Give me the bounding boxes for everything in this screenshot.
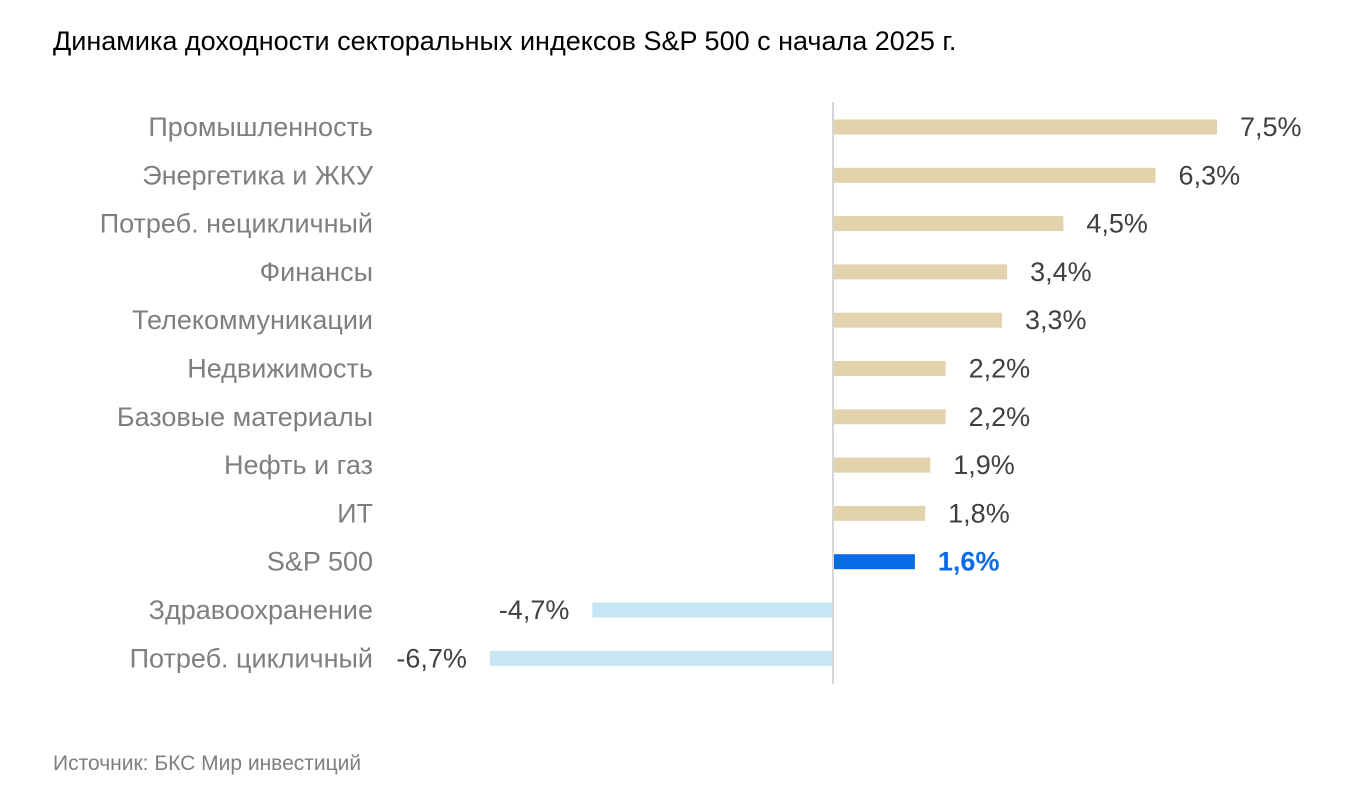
category-label: Потреб. цикличный bbox=[130, 643, 373, 673]
source-note: Источник: БКС Мир инвестиций bbox=[53, 752, 362, 775]
value-label: -4,7% bbox=[499, 595, 570, 625]
value-label: 1,9% bbox=[953, 450, 1015, 480]
bar-highlight bbox=[833, 554, 915, 570]
value-label: 3,3% bbox=[1025, 305, 1087, 335]
category-label: S&P 500 bbox=[267, 547, 373, 577]
value-label: 2,2% bbox=[969, 354, 1031, 384]
value-label: 7,5% bbox=[1240, 112, 1302, 142]
bar bbox=[833, 505, 926, 521]
category-label: Недвижимость bbox=[187, 354, 373, 384]
bar bbox=[833, 457, 931, 473]
value-label: 6,3% bbox=[1179, 160, 1241, 190]
bar bbox=[833, 119, 1217, 135]
category-label: Базовые материалы bbox=[117, 402, 373, 432]
category-label: Энергетика и ЖКУ bbox=[142, 160, 374, 190]
value-label: -6,7% bbox=[396, 643, 467, 673]
bar bbox=[833, 361, 946, 376]
value-label: 1,6% bbox=[938, 547, 1000, 577]
category-label: Потреб. нецикличный bbox=[100, 209, 373, 239]
bar bbox=[489, 650, 833, 666]
category-label: Нефть и газ bbox=[224, 450, 373, 480]
bar bbox=[833, 264, 1008, 280]
value-label: 3,4% bbox=[1030, 257, 1092, 287]
bar bbox=[833, 216, 1064, 232]
bar bbox=[833, 409, 946, 425]
category-label: Промышленность bbox=[148, 112, 373, 142]
category-label: Здравоохранение bbox=[149, 595, 373, 625]
value-label: 4,5% bbox=[1086, 209, 1148, 239]
bar bbox=[833, 312, 1002, 328]
bar bbox=[592, 602, 833, 618]
value-label: 1,8% bbox=[948, 498, 1010, 528]
category-label: Финансы bbox=[260, 257, 373, 287]
value-label: 2,2% bbox=[969, 402, 1031, 432]
category-label: Телекоммуникации bbox=[132, 305, 373, 335]
bar bbox=[833, 167, 1156, 183]
chart-title: Динамика доходности секторальных индексо… bbox=[53, 26, 957, 56]
category-label: ИТ bbox=[337, 498, 373, 528]
